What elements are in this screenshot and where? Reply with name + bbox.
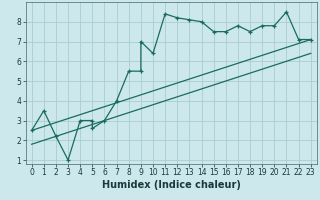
X-axis label: Humidex (Indice chaleur): Humidex (Indice chaleur)	[102, 180, 241, 190]
